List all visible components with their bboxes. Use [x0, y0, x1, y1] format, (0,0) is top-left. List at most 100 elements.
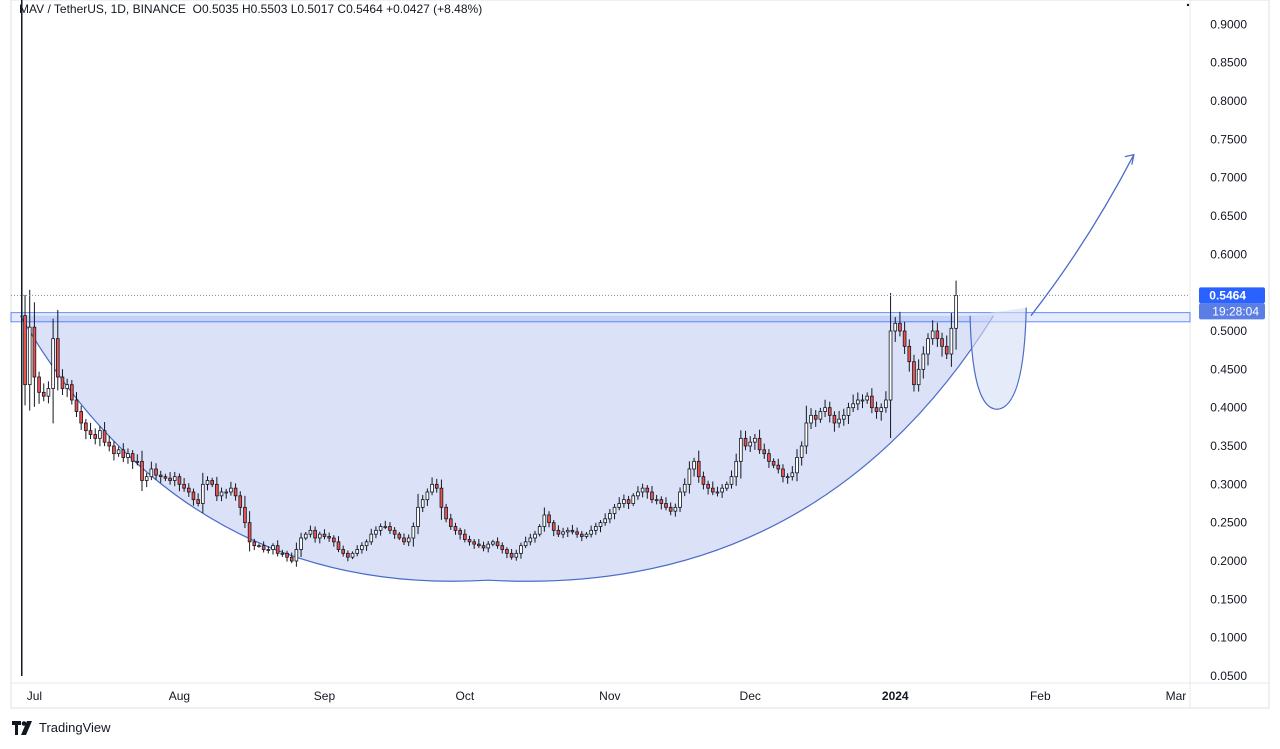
candle-up — [636, 491, 640, 497]
chart-frame — [10, 0, 1270, 709]
candle-up — [257, 545, 261, 548]
candle-up — [229, 487, 233, 493]
candle-down — [32, 326, 37, 378]
candle-down — [70, 384, 74, 401]
x-tick-label: Oct — [455, 689, 474, 703]
candle-down — [645, 487, 650, 493]
candle-down — [898, 322, 902, 332]
candle-up — [631, 495, 636, 504]
candle-up — [383, 526, 388, 528]
candle-down — [832, 414, 837, 424]
candle-up — [205, 480, 210, 485]
candle-up — [201, 483, 205, 504]
candle-down — [392, 529, 397, 535]
resistance-zone — [10, 312, 1191, 323]
candle-down — [570, 529, 575, 533]
candle-down — [313, 529, 317, 539]
candle-down — [434, 483, 439, 489]
candle-up — [640, 487, 645, 493]
candle-up — [523, 541, 528, 547]
candle-up — [865, 395, 869, 401]
candle-up — [748, 441, 753, 447]
y-tick-label: 0.2000 — [1210, 554, 1247, 568]
candle-down — [813, 414, 818, 420]
candle-up — [565, 529, 570, 533]
candle-up — [144, 476, 149, 481]
candle-up — [514, 552, 519, 558]
candle-up — [46, 388, 51, 397]
candle-down — [196, 499, 200, 504]
candle-up — [799, 445, 804, 458]
candle-down — [233, 487, 238, 497]
cup-fill — [20, 315, 994, 582]
countdown-tag — [1199, 303, 1265, 320]
candles-layer — [21, 0, 958, 676]
time-axis: Jul Aug Sep Oct Nov Dec 2024 Feb Mar — [27, 689, 1187, 703]
candle-up — [687, 468, 692, 485]
candle-up — [360, 545, 364, 550]
candle-up — [739, 437, 743, 462]
candle-up — [219, 491, 224, 497]
candle-down — [870, 395, 874, 409]
candle-down — [458, 529, 462, 535]
candle-down — [626, 499, 631, 504]
candle-down — [579, 533, 584, 537]
candle-down — [463, 533, 467, 540]
candle-up — [608, 513, 612, 520]
candle-up — [116, 449, 121, 455]
candle-up — [411, 526, 416, 539]
candle-up — [369, 533, 374, 543]
candle-up — [888, 330, 893, 401]
candle-down — [912, 361, 916, 386]
candle-down — [940, 338, 944, 347]
candle-up — [692, 460, 696, 470]
resistance-zone-band — [10, 312, 1191, 323]
y-tick-label: 0.8000 — [1210, 94, 1247, 108]
candle-down — [495, 541, 500, 547]
candle-up — [921, 353, 926, 370]
candle-down — [163, 476, 168, 479]
candle-down — [182, 483, 186, 489]
y-tick-label: 0.6500 — [1210, 209, 1247, 223]
candle-up — [654, 499, 659, 502]
candle-up — [598, 522, 603, 527]
menu-dot-icon[interactable] — [1186, 3, 1190, 7]
y-tick-label: 0.4500 — [1210, 362, 1247, 376]
candle-down — [332, 537, 336, 543]
y-tick-label: 0.7500 — [1210, 132, 1247, 146]
candle-up — [374, 529, 378, 535]
candle-up — [851, 403, 855, 409]
candle-down — [907, 345, 912, 363]
candle-up — [841, 414, 846, 420]
x-tick-label: Dec — [740, 689, 761, 703]
candle-up — [622, 499, 626, 504]
candle-down — [243, 506, 247, 524]
candle-down — [743, 437, 748, 447]
brand-name: TradingView — [39, 720, 111, 735]
candle-down — [771, 460, 776, 466]
candle-up — [378, 526, 383, 531]
candle-up — [860, 399, 865, 402]
candle-down — [448, 518, 453, 527]
candle-down — [505, 549, 509, 554]
candle-up — [818, 411, 823, 420]
candle-up — [486, 543, 491, 549]
candle-up — [856, 399, 860, 405]
y-tick-label: 0.0500 — [1210, 669, 1247, 683]
candle-down — [93, 434, 98, 439]
candle-down — [781, 468, 785, 478]
candle-down — [659, 499, 664, 504]
candle-up — [678, 491, 682, 508]
candle-up — [809, 414, 813, 424]
candle-down — [472, 541, 476, 545]
footer-branding[interactable]: TradingView — [12, 720, 111, 735]
candle-down — [154, 468, 158, 476]
candle-down — [706, 483, 710, 489]
candle-up — [51, 338, 55, 389]
candle-up — [879, 407, 884, 412]
symbol-label[interactable]: MAV / TetherUS, 1D, BINANCE — [19, 2, 186, 16]
candle-down — [776, 464, 781, 470]
y-tick-label: 0.4000 — [1210, 401, 1247, 415]
